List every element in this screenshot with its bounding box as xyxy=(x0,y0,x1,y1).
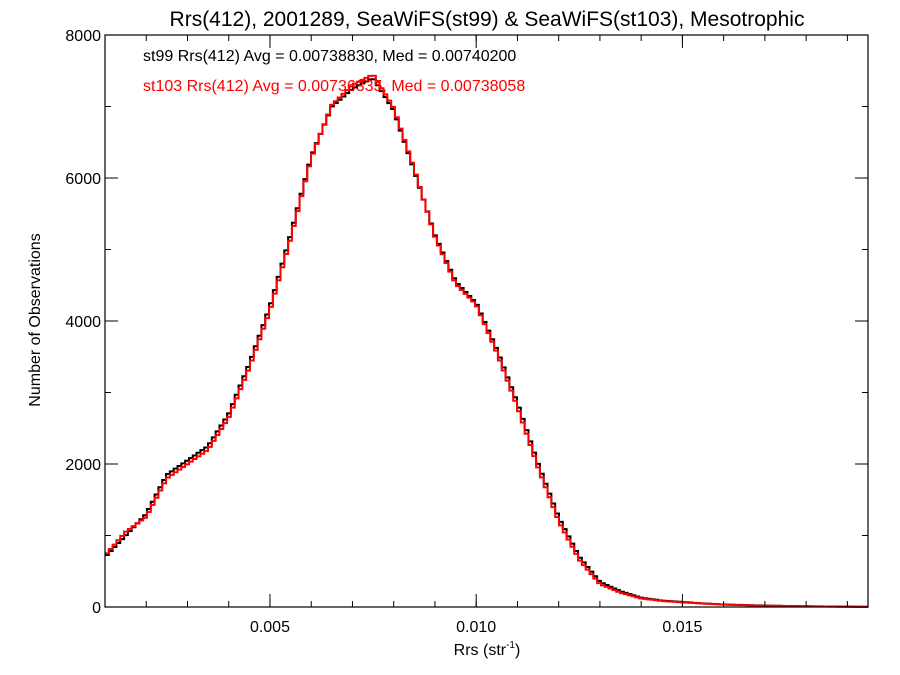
series-line-0 xyxy=(105,78,868,608)
y-tick-label: 4000 xyxy=(65,314,101,331)
plot-frame xyxy=(104,34,869,608)
x-tick-label: 0.005 xyxy=(250,619,290,636)
annotation-st99: st99 Rrs(412) Avg = 0.00738830, Med = 0.… xyxy=(143,48,516,65)
x-tick-label: 0.015 xyxy=(662,619,702,636)
y-axis-label: Number of Observations xyxy=(27,233,44,406)
y-tick-label: 2000 xyxy=(65,457,101,474)
series-layer xyxy=(105,74,868,608)
x-tick-label: 0.010 xyxy=(456,619,496,636)
series-line-1 xyxy=(105,74,868,608)
x-axis-label-close: ) xyxy=(515,642,520,659)
x-axis-label-superscript: -1 xyxy=(506,640,515,651)
chart-title: Rrs(412), 2001289, SeaWiFS(st99) & SeaWi… xyxy=(170,8,805,31)
y-tick-label: 6000 xyxy=(65,171,101,188)
axes-layer: 0.005 0.010 0.015 0 2000 4000 6000 8000 xyxy=(65,28,868,636)
y-tick-label: 8000 xyxy=(65,28,101,45)
x-axis-label: Rrs (str-1) xyxy=(454,640,521,659)
annotation-st103: st103 Rrs(412) Avg = 0.00736335, Med = 0… xyxy=(143,78,525,95)
y-tick-label: 0 xyxy=(92,600,101,617)
x-axis-label-main: Rrs (str xyxy=(454,642,507,659)
